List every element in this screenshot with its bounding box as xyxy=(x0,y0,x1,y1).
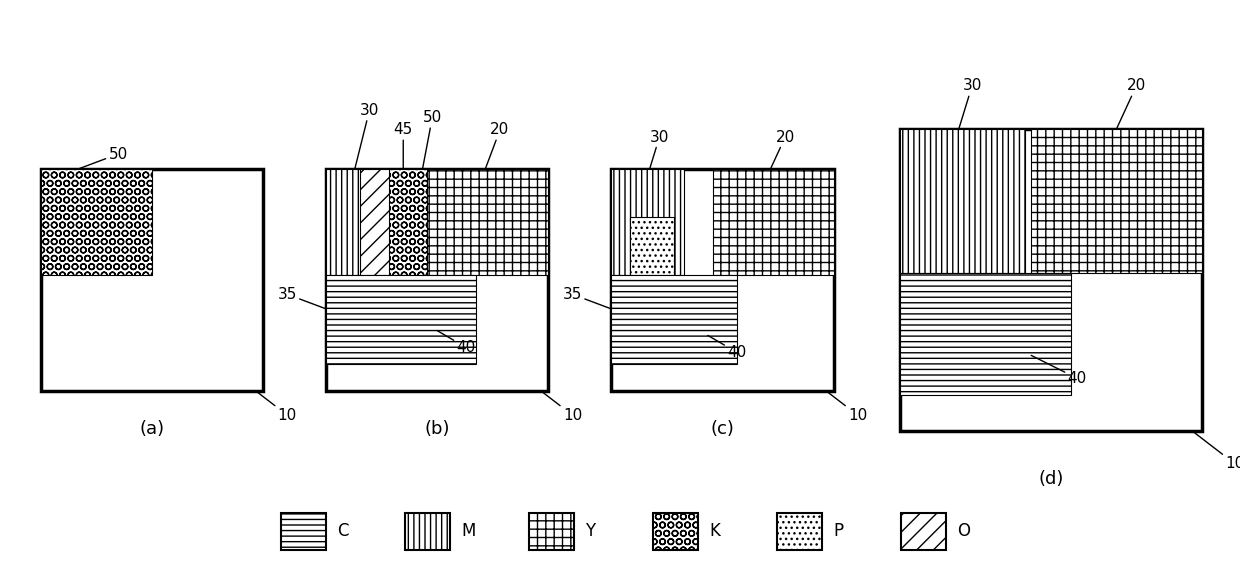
Text: 40: 40 xyxy=(1032,355,1086,386)
Text: 20: 20 xyxy=(770,130,795,168)
Bar xyxy=(326,168,389,275)
Text: 10: 10 xyxy=(255,391,296,423)
Text: 30: 30 xyxy=(355,103,379,168)
Text: 10: 10 xyxy=(826,391,867,423)
Bar xyxy=(389,168,433,275)
Text: M: M xyxy=(461,522,476,540)
Text: 30: 30 xyxy=(959,78,982,128)
Text: K: K xyxy=(709,522,720,540)
Text: 10: 10 xyxy=(541,391,582,423)
Bar xyxy=(41,168,151,275)
Text: 45: 45 xyxy=(393,122,413,168)
Bar xyxy=(653,513,698,550)
Text: (b): (b) xyxy=(424,420,450,438)
Text: 40: 40 xyxy=(438,331,476,355)
Text: 50: 50 xyxy=(423,110,441,168)
Text: (c): (c) xyxy=(711,420,734,438)
Bar xyxy=(611,168,683,275)
Text: 35: 35 xyxy=(563,287,611,309)
Bar xyxy=(360,168,403,275)
Text: 50: 50 xyxy=(79,147,128,168)
Bar xyxy=(777,513,822,550)
Text: 10: 10 xyxy=(1192,431,1240,471)
Bar xyxy=(901,513,946,550)
Text: (a): (a) xyxy=(139,420,165,438)
Text: 40: 40 xyxy=(708,335,746,360)
Text: 20: 20 xyxy=(1116,78,1146,128)
Text: O: O xyxy=(957,522,971,540)
Bar xyxy=(900,273,1070,395)
Bar xyxy=(630,217,675,275)
Text: 35: 35 xyxy=(278,287,326,309)
Text: (d): (d) xyxy=(1038,471,1064,488)
Bar xyxy=(428,168,548,275)
Text: C: C xyxy=(337,522,348,540)
Bar xyxy=(326,275,476,364)
Text: 20: 20 xyxy=(485,122,510,168)
Text: 30: 30 xyxy=(650,130,670,168)
Bar xyxy=(900,128,1024,273)
Bar xyxy=(529,513,574,550)
Text: P: P xyxy=(833,522,843,540)
Text: Y: Y xyxy=(585,522,595,540)
Bar xyxy=(1032,128,1202,273)
Bar xyxy=(405,513,450,550)
Bar xyxy=(611,275,737,364)
Bar xyxy=(713,168,833,275)
Bar xyxy=(281,513,326,550)
